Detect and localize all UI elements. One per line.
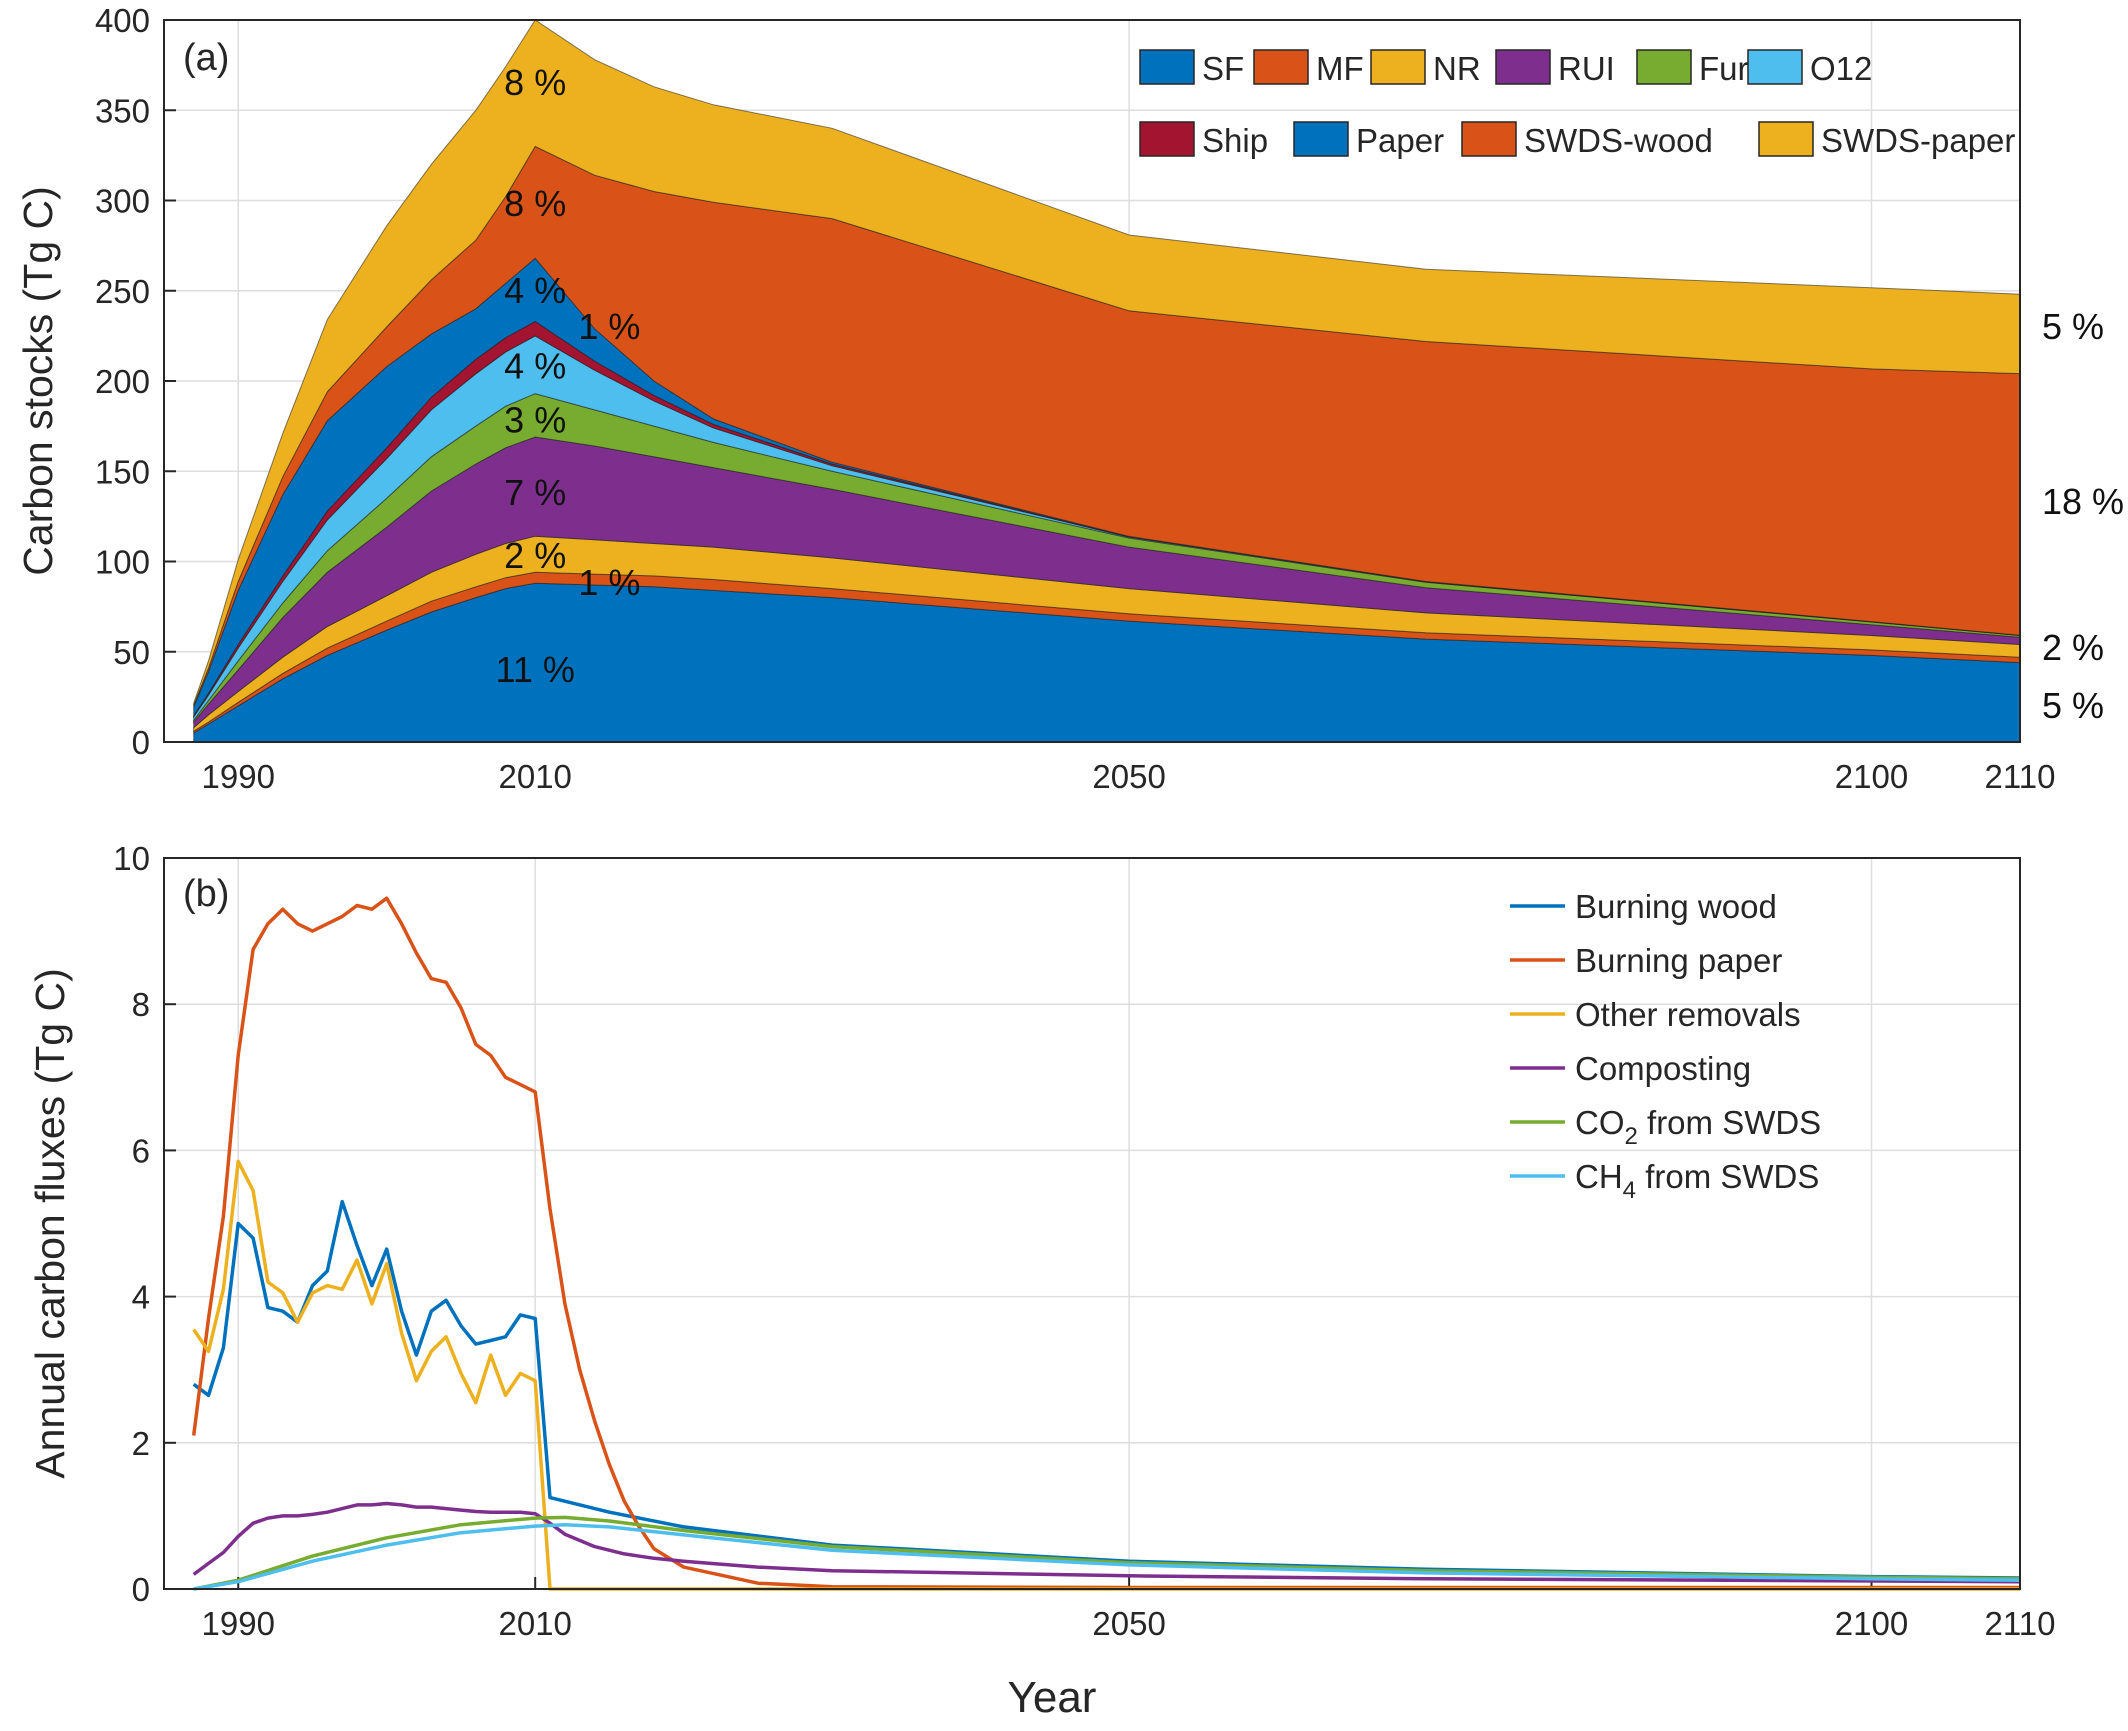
legend-label-co2-from-swds: CO2 from SWDS bbox=[1575, 1104, 1821, 1150]
right-percentage-label: 5 % bbox=[2042, 685, 2104, 726]
legend-swatch-nr bbox=[1370, 49, 1426, 85]
line-co2-from-swds bbox=[193, 1515, 2021, 1591]
panel-b-y-tick-label: 2 bbox=[132, 1425, 150, 1462]
panel-b-legend: Burning wood Burning paper Other removals C… bbox=[1510, 888, 1821, 1204]
legend-swatch-paper bbox=[1293, 121, 1349, 157]
legend-label-ch4-from-swds: CH4 from SWDS bbox=[1575, 1158, 1819, 1204]
right-percentage-label: 2 % bbox=[2042, 627, 2104, 668]
panel-b-x-tick-label: 2050 bbox=[1092, 1605, 1165, 1642]
panel-a-y-tick-label: 200 bbox=[95, 363, 150, 400]
percentage-label: 8 % bbox=[504, 62, 566, 103]
line-burning-paper bbox=[191, 896, 2020, 1590]
legend-label-nr: NR bbox=[1433, 50, 1481, 87]
legend-swatch-o12 bbox=[1747, 49, 1803, 85]
line-ch4-from-swds bbox=[193, 1522, 2021, 1591]
panel-a-y-axis-label: Carbon stocks (Tg C) bbox=[15, 186, 61, 576]
legend-swatch-mf bbox=[1253, 49, 1309, 85]
panel-b-x-tick-label: 2010 bbox=[498, 1605, 571, 1642]
legend-label-o12: O12 bbox=[1810, 50, 1872, 87]
panel-b-x-tick-label: 2110 bbox=[1985, 1605, 2056, 1642]
legend-label-composting: Composting bbox=[1575, 1050, 1751, 1087]
legend-label-swds-paper: SWDS-paper bbox=[1821, 122, 2015, 159]
panel-b-y-tick-label: 0 bbox=[132, 1571, 150, 1608]
legend-swatch-rui bbox=[1495, 49, 1551, 85]
percentage-label: 3 % bbox=[504, 400, 566, 441]
panel-b-label: (b) bbox=[183, 873, 229, 915]
legend-label-mf: MF bbox=[1316, 50, 1364, 87]
panel-b-y-axis-label: Annual carbon fluxes (Tg C) bbox=[27, 968, 73, 1478]
legend-swatch-ship bbox=[1139, 121, 1195, 157]
legend-swatch-sf bbox=[1139, 49, 1195, 85]
panel-a-y-tick-label: 50 bbox=[113, 634, 150, 671]
legend-label-swds-wood: SWDS-wood bbox=[1524, 122, 1713, 159]
panel-a-y-tick-label: 350 bbox=[95, 92, 150, 129]
panel-b-y-tick-label: 8 bbox=[132, 986, 150, 1023]
panel-a-x-tick-label: 2010 bbox=[498, 758, 571, 795]
panel-a-x-tick-label: 2100 bbox=[1835, 758, 1908, 795]
legend-swatch-swds-wood bbox=[1461, 121, 1517, 157]
panel-a-tick-labels: 1990 2010 2050 2100 2110 0 50 100 150 200 250 300 35… bbox=[95, 2, 2056, 795]
percentage-label: 2 % bbox=[504, 535, 566, 576]
line-burning-wood bbox=[192, 1199, 2021, 1580]
panel-b-lines bbox=[191, 896, 2021, 1591]
legend-label-ship: Ship bbox=[1202, 122, 1268, 159]
legend-swatch-swds-paper bbox=[1758, 121, 1814, 157]
panel-b-y-tick-label: 6 bbox=[132, 1132, 150, 1169]
legend-swatch-fur bbox=[1636, 49, 1692, 85]
percentage-label: 1 % bbox=[578, 562, 640, 603]
panel-a-percentage-labels: 8 % 8 % 4 % 1 % 4 % 3 % 7 % 2 % 1 % 11 % bbox=[496, 62, 641, 690]
legend-label-burning-wood: Burning wood bbox=[1575, 888, 1777, 925]
percentage-label: 4 % bbox=[504, 346, 566, 387]
legend-label-sf: SF bbox=[1202, 50, 1244, 87]
panel-b-line-chart: 1990 2010 2050 2100 2110 0 2 4 6 8 10 Annual carbo… bbox=[27, 840, 2055, 1722]
panel-a-x-tick-label: 2050 bbox=[1092, 758, 1165, 795]
panel-b-x-axis-label: Year bbox=[1008, 1673, 1097, 1722]
panel-b-x-tick-label: 2100 bbox=[1835, 1605, 1908, 1642]
panel-b-y-tick-label: 4 bbox=[132, 1279, 150, 1316]
panel-a-y-tick-label: 300 bbox=[95, 183, 150, 220]
panel-a-label: (a) bbox=[183, 37, 229, 79]
panel-b-y-tick-label: 10 bbox=[113, 840, 150, 877]
panel-a-legend: SF MF NR RUI Fur O12 Ship Paper SWDS-wood SWDS-pa… bbox=[1139, 49, 2015, 159]
legend-label-other-removals: Other removals bbox=[1575, 996, 1801, 1033]
right-percentage-label: 18 % bbox=[2042, 481, 2124, 522]
percentage-label: 7 % bbox=[504, 472, 566, 513]
percentage-label: 1 % bbox=[578, 306, 640, 347]
panel-b-tick-labels: 1990 2010 2050 2100 2110 0 2 4 6 8 10 bbox=[113, 840, 2055, 1642]
line-other-removals bbox=[192, 1159, 2020, 1591]
percentage-label: 8 % bbox=[504, 183, 566, 224]
panel-a-axes-box bbox=[163, 19, 2021, 743]
panel-a-x-tick-label: 2110 bbox=[1985, 758, 2056, 795]
panel-a-areas bbox=[193, 19, 2021, 743]
panel-a-y-tick-label: 250 bbox=[95, 273, 150, 310]
legend-label-burning-paper: Burning paper bbox=[1575, 942, 1782, 979]
legend-label-rui: RUI bbox=[1558, 50, 1615, 87]
panel-a-stacked-area-chart: 1990 2010 2050 2100 2110 0 50 100 150 200 250 300 35… bbox=[15, 2, 2124, 795]
panel-a-x-tick-label: 1990 bbox=[202, 758, 275, 795]
panel-a-right-percentage-labels: 5 % 18 % 2 % 5 % bbox=[2042, 306, 2124, 726]
legend-label-fur: Fur bbox=[1699, 50, 1749, 87]
panel-b-x-tick-label: 1990 bbox=[202, 1605, 275, 1642]
percentage-label: 11 % bbox=[496, 649, 575, 690]
legend-label-paper: Paper bbox=[1356, 122, 1444, 159]
right-percentage-label: 5 % bbox=[2042, 306, 2104, 347]
panel-a-y-tick-label: 100 bbox=[95, 544, 150, 581]
line-composting bbox=[192, 1501, 2021, 1584]
percentage-label: 4 % bbox=[504, 270, 566, 311]
panel-a-y-tick-label: 150 bbox=[95, 453, 150, 490]
panel-b-axes-box bbox=[163, 857, 2021, 1590]
panel-a-y-tick-label: 0 bbox=[132, 724, 150, 761]
panel-a-y-tick-label: 400 bbox=[95, 2, 150, 39]
